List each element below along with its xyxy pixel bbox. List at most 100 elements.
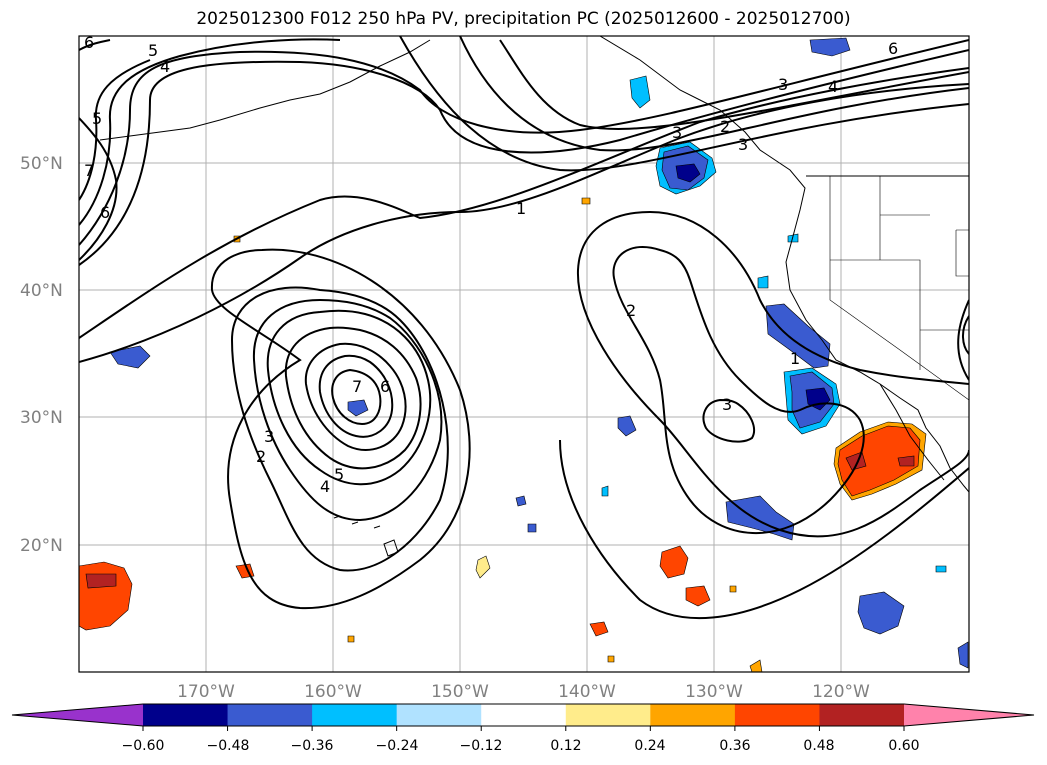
contour-label: 6 [380, 377, 390, 396]
colorbar-segment [396, 704, 482, 726]
contour-label: 7 [352, 377, 362, 396]
colorbar-tick-label: 0.24 [634, 738, 665, 754]
pv-contour [230, 286, 449, 572]
colorbar-tick-label: −0.24 [376, 738, 419, 754]
map-frame [78, 35, 970, 673]
precip-positive-area [607, 655, 615, 663]
pv-contour [79, 49, 969, 266]
colorbar-extend-high [904, 704, 1034, 726]
precip-positive-area [837, 425, 921, 497]
precip-negative-area [109, 345, 151, 369]
pv-contour [331, 368, 382, 426]
contour-label: 5 [334, 465, 344, 484]
contour-label: 6 [100, 203, 110, 222]
pv-contour [499, 39, 969, 130]
precip-negative-area [601, 485, 609, 497]
pv-contour [252, 298, 443, 522]
contour-label: 1 [516, 199, 526, 218]
precip-negative-area [857, 591, 905, 635]
colorbar-segment [143, 704, 229, 726]
precip-negative-area [675, 163, 701, 183]
contour-label: 2 [626, 301, 636, 320]
precip-negative-area [515, 495, 527, 507]
precip-positive-area [581, 197, 591, 205]
colorbar-tick-label: −0.36 [291, 738, 334, 754]
contour-label: 4 [160, 57, 170, 76]
contour-label: 1 [790, 349, 800, 368]
pv-contour [399, 36, 969, 172]
precip-positive-area [347, 635, 355, 643]
colorbar-tick-label: 0.48 [803, 738, 834, 754]
pv-contour [612, 245, 865, 534]
precip-negative-area [629, 75, 651, 109]
contour-label: 6 [888, 39, 898, 58]
pv-contour [79, 39, 111, 51]
lon-tick-label: 170°W [177, 682, 235, 702]
colorbar-segment [819, 704, 905, 726]
contour-label: 3 [722, 395, 732, 414]
precip-negative-area [347, 399, 369, 417]
contour-labels: 6 5 4 5 7 6 1 2 3 7 6 3 2 5 4 2 3 1 6 4 … [84, 33, 898, 496]
pv-contour [318, 354, 394, 438]
precip-positive-area [85, 573, 117, 589]
precip-positive-area [749, 659, 763, 672]
pv-contour [79, 83, 969, 363]
lat-tick-label: 40°N [20, 281, 63, 301]
contour-label: 4 [320, 477, 330, 496]
lon-tick-label: 150°W [431, 682, 489, 702]
colorbar-extend-low [12, 704, 143, 726]
contour-label: 5 [92, 109, 102, 128]
colorbar-segment [650, 704, 736, 726]
hawaii-islands [333, 515, 399, 557]
colorbar-segment [734, 704, 820, 726]
lon-tick-label: 120°W [812, 682, 870, 702]
colorbar-tick-label: −0.48 [207, 738, 250, 754]
lon-axis-labels: 170°W 160°W 150°W 140°W 130°W 120°W [177, 682, 870, 702]
pv-contour [284, 326, 422, 470]
lat-axis-labels: 50°N 40°N 30°N 20°N [20, 154, 63, 556]
colorbar-tick-label: 0.36 [719, 738, 750, 754]
precip-positive-area [685, 585, 711, 607]
colorbar-tick-label: 0.12 [550, 738, 581, 754]
pv-contour [702, 398, 756, 443]
pv-contour [304, 342, 407, 451]
state-borders [829, 176, 969, 401]
precip-negative-area [617, 415, 637, 437]
precip-negative-area [757, 275, 769, 289]
lon-tick-label: 160°W [304, 682, 362, 702]
contour-label: 4 [828, 77, 838, 96]
lon-tick-label: 140°W [558, 682, 616, 702]
aleutian-islands [99, 39, 431, 141]
colorbar-segment [227, 704, 313, 726]
pv-contour [957, 299, 969, 381]
contour-label: 6 [84, 33, 94, 52]
lat-tick-label: 20°N [20, 536, 63, 556]
colorbar [11, 703, 1035, 731]
precip-positive-area [729, 585, 737, 593]
colorbar-tick-label: −0.60 [122, 738, 165, 754]
pv-contour [559, 439, 969, 620]
contour-label: 3 [672, 123, 682, 142]
coastlines [99, 36, 969, 557]
contour-label: 5 [148, 41, 158, 60]
precip-negative-area [527, 523, 537, 533]
pv-contour [210, 248, 471, 610]
pv-contours [79, 36, 969, 620]
pv-contour [79, 39, 969, 246]
precip-positive-area [659, 545, 689, 579]
contour-label: 2 [256, 447, 266, 466]
colorbar-tick-label: −0.12 [460, 738, 503, 754]
colorbar-segment [565, 704, 651, 726]
precip-positive-area [897, 455, 915, 467]
pv-contour [79, 38, 341, 226]
baja-california-coastline [879, 383, 945, 481]
precip-positive-area [475, 555, 491, 579]
colorbar-segment [312, 704, 398, 726]
colorbar-segment [481, 704, 567, 726]
lat-tick-label: 30°N [20, 408, 63, 428]
lat-tick-label: 50°N [20, 154, 63, 174]
colorbar-tick-labels: −0.60 −0.48 −0.36 −0.24 −0.12 0.12 0.24 … [122, 738, 920, 754]
pv-contour [79, 117, 118, 261]
precip-negative-area [957, 641, 969, 669]
